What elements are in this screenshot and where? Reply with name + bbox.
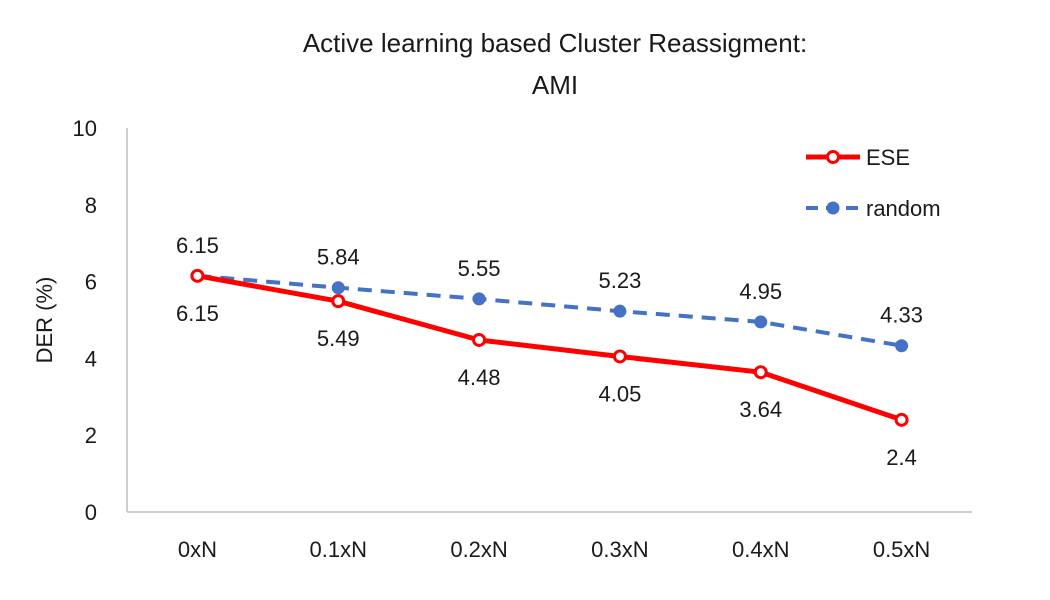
x-tick-label: 0.1xN bbox=[310, 537, 367, 562]
data-label-ese: 5.49 bbox=[317, 326, 360, 351]
data-point-random bbox=[472, 292, 486, 306]
data-label-ese: 6.15 bbox=[176, 301, 219, 326]
x-axis-ticks: 0xN 0.1xN 0.2xN 0.3xN 0.4xN 0.5xN bbox=[178, 537, 930, 562]
y-tick-label: 0 bbox=[85, 500, 97, 525]
x-tick-label: 0.2xN bbox=[450, 537, 507, 562]
data-label-random: 4.95 bbox=[739, 279, 782, 304]
chart-title-line-2: AMI bbox=[532, 70, 578, 100]
legend-marker-ese bbox=[826, 150, 840, 164]
data-label-random: 5.84 bbox=[317, 245, 360, 270]
data-label-ese: 2.4 bbox=[886, 445, 917, 470]
y-tick-label: 6 bbox=[85, 270, 97, 295]
data-point-random bbox=[331, 281, 345, 295]
y-axis-title: DER (%) bbox=[32, 277, 57, 364]
data-point-random bbox=[895, 339, 909, 353]
legend-label-ese: ESE bbox=[866, 145, 910, 170]
x-tick-label: 0.3xN bbox=[591, 537, 648, 562]
data-point-random bbox=[754, 315, 768, 329]
data-point-ese bbox=[753, 365, 768, 380]
legend-marker-random bbox=[826, 201, 840, 215]
x-tick-label: 0.4xN bbox=[732, 537, 789, 562]
data-label-random: 4.33 bbox=[880, 303, 923, 328]
data-point-ese bbox=[472, 332, 487, 347]
y-axis-ticks: 0 2 4 6 8 10 bbox=[73, 116, 97, 525]
series-lines bbox=[196, 273, 903, 423]
data-point-ese bbox=[612, 349, 627, 364]
series-line-ese bbox=[196, 273, 903, 423]
y-tick-label: 4 bbox=[85, 346, 97, 371]
legend-label-random: random bbox=[866, 196, 941, 221]
legend: ESE random bbox=[806, 145, 941, 221]
y-tick-label: 2 bbox=[85, 423, 97, 448]
chart-title-line-1: Active learning based Cluster Reassigmen… bbox=[303, 28, 807, 58]
data-label-random: 5.55 bbox=[458, 256, 501, 281]
data-point-ese bbox=[190, 268, 205, 283]
data-label-ese: 3.64 bbox=[739, 397, 782, 422]
y-tick-label: 8 bbox=[85, 193, 97, 218]
y-tick-label: 10 bbox=[73, 116, 97, 141]
data-label-ese: 4.05 bbox=[599, 381, 642, 406]
data-label-random: 6.15 bbox=[176, 233, 219, 258]
series-line-random bbox=[197, 273, 902, 348]
series-markers bbox=[190, 268, 909, 427]
data-labels: 6.15 5.84 5.55 5.23 4.95 4.33 6.15 5.49 4.48 4.05… bbox=[176, 233, 923, 470]
data-point-ese bbox=[331, 294, 346, 309]
data-label-random: 5.23 bbox=[599, 268, 642, 293]
data-point-random bbox=[613, 304, 627, 318]
x-tick-label: 0.5xN bbox=[873, 537, 930, 562]
x-tick-label: 0xN bbox=[178, 537, 217, 562]
data-point-ese bbox=[894, 412, 909, 427]
data-label-ese: 4.48 bbox=[458, 365, 501, 390]
